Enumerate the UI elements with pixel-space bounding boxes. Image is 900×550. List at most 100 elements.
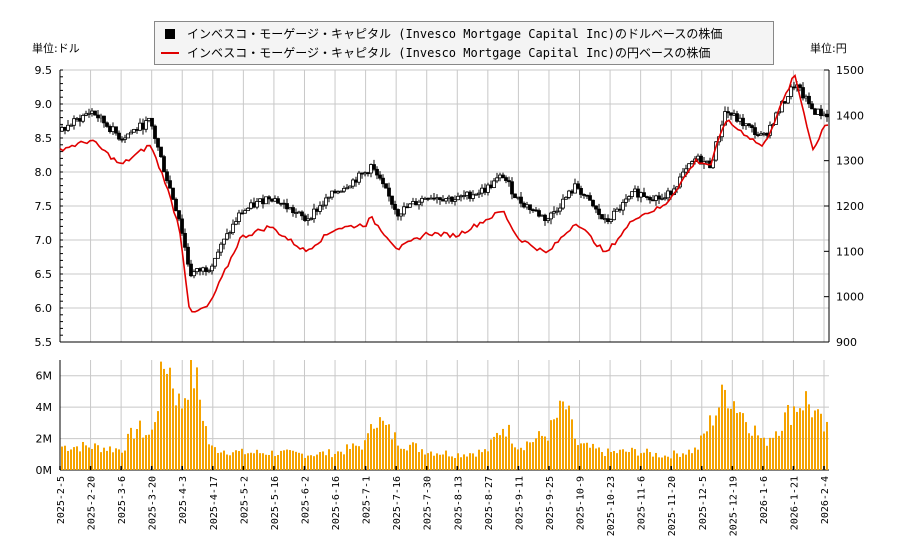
volume-bar (169, 367, 171, 470)
candle-body (249, 202, 253, 209)
candle-body (231, 223, 235, 233)
volume-bar (463, 454, 465, 470)
volume-bar (619, 449, 621, 470)
candle-body (198, 268, 202, 272)
candle-body (561, 198, 565, 209)
y-tick-label: 6.5 (35, 268, 53, 281)
volume-bar (397, 445, 399, 470)
candle-body (432, 197, 436, 200)
volume-bar (466, 456, 468, 470)
candle-body (366, 172, 370, 175)
candle-body (303, 215, 307, 221)
candle-body (588, 195, 592, 201)
volume-bar (643, 452, 645, 470)
x-tick-label: 2025-8-27 (484, 476, 495, 530)
candle-body (174, 198, 178, 212)
candle-body (546, 218, 550, 221)
volume-bar (751, 435, 753, 470)
y-tick-label: 9.5 (35, 64, 53, 77)
volume-bar (508, 424, 510, 470)
candle-body (393, 203, 397, 210)
volume-bar (82, 441, 84, 470)
volume-bar (226, 454, 228, 470)
candle-body (699, 155, 703, 165)
volume-bar (601, 452, 603, 470)
x-tick-label: 2025-5-16 (270, 476, 281, 530)
volume-bar (661, 457, 663, 470)
volume-bar (496, 432, 498, 470)
volume-bar (190, 360, 192, 470)
volume-bar (679, 456, 681, 470)
x-tick-label: 2025-2-5 (56, 476, 67, 524)
candle-body (108, 126, 112, 133)
volume-bar (286, 449, 288, 470)
candle-body (600, 214, 604, 220)
candle-body (501, 174, 505, 179)
candle-body (267, 196, 271, 200)
candle-body (558, 207, 562, 212)
candle-body (519, 196, 523, 204)
candle-body (387, 187, 391, 197)
candle-body (372, 164, 376, 170)
volume-bar (367, 433, 369, 470)
volume-bar (400, 448, 402, 470)
volume-bar (574, 438, 576, 470)
volume-bar (67, 450, 69, 470)
candle-body (90, 110, 94, 114)
volume-bar (412, 442, 414, 470)
volume-bar (301, 453, 303, 470)
candle-body (255, 201, 259, 208)
left-axis-unit: 単位:ドル (32, 42, 80, 55)
x-tick-label: 2025-12-5 (698, 476, 709, 530)
volume-bar (172, 388, 174, 470)
candle-body (111, 126, 115, 133)
candle-body (576, 183, 580, 189)
jpy-price-line (59, 73, 829, 313)
candle-body (615, 208, 619, 212)
candle-body (183, 232, 187, 248)
y-right-tick-label: 1500 (836, 64, 864, 77)
volume-bar (64, 445, 66, 470)
candle-body (252, 202, 256, 208)
candle-body (642, 192, 646, 198)
volume-tick-label: 4M (36, 401, 53, 414)
volume-bar (559, 400, 561, 470)
volume-bar (385, 424, 387, 470)
candle-body (222, 238, 226, 245)
candle-body (495, 177, 499, 182)
volume-bar (520, 447, 522, 470)
volume-bar (319, 452, 321, 470)
volume-bar (712, 425, 714, 470)
volume-bar (289, 450, 291, 470)
candle-body (582, 194, 586, 196)
candle-body (621, 201, 625, 211)
candle-body (369, 164, 373, 174)
candle-body (477, 192, 481, 195)
volume-bar (250, 452, 252, 470)
volume-bar (532, 442, 534, 470)
volume-bar (544, 436, 546, 470)
candle-body (93, 110, 97, 116)
volume-bar (199, 399, 201, 470)
volume-bar (763, 437, 765, 470)
volume-bar (388, 424, 390, 470)
volume-bar (808, 404, 810, 470)
candle-body (300, 211, 304, 217)
candle-body (264, 196, 268, 205)
volume-bar (382, 420, 384, 470)
candle-body (228, 232, 232, 235)
volume-bar (223, 450, 225, 470)
volume-bar (274, 456, 276, 470)
candle-body (405, 206, 409, 209)
candle-body (660, 197, 664, 200)
candle-body (96, 114, 100, 119)
candle-body (792, 86, 796, 89)
candle-body (132, 129, 136, 133)
volume-bar (715, 415, 717, 470)
candle-body (417, 201, 421, 206)
candle-body (333, 190, 337, 194)
candle-body (468, 191, 472, 199)
volume-bar (178, 393, 180, 470)
candle-body (504, 177, 508, 181)
volume-bar (640, 453, 642, 470)
